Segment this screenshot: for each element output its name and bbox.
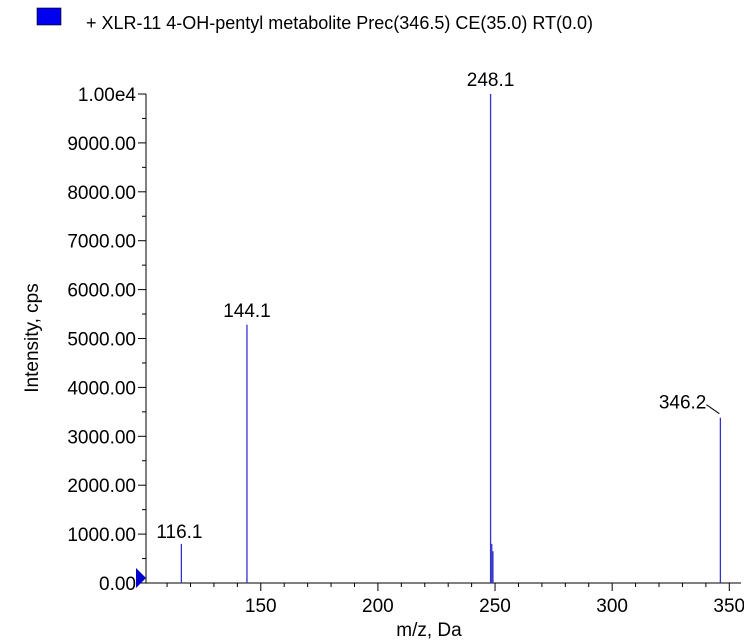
y-tick-label: 7000.00 xyxy=(67,232,136,253)
y-axis-title: Intensity, cps xyxy=(22,283,43,392)
y-tick-label: 1.00e4 xyxy=(78,85,137,106)
legend: + XLR-11 4-OH-pentyl metabolite Prec(346… xyxy=(36,7,593,33)
y-tick-label: 5000.00 xyxy=(67,330,136,351)
x-tick-label: 200 xyxy=(362,596,394,617)
y-tick-label: 9000.00 xyxy=(67,134,136,155)
y-tick-label: 6000.00 xyxy=(67,281,136,302)
x-axis: 150 200 250 300 350 xyxy=(146,582,744,617)
axis-origin-marker[interactable] xyxy=(136,568,146,588)
x-axis-title: m/z, Da xyxy=(396,620,462,640)
x-tick-label: 300 xyxy=(596,596,628,617)
x-tick-label: 250 xyxy=(479,596,511,617)
y-tick-label: 4000.00 xyxy=(67,378,136,399)
peaks: 116.1 144.1 248.1 346.2 xyxy=(156,70,722,583)
x-tick-label: 350 xyxy=(713,596,744,617)
legend-label: + XLR-11 4-OH-pentyl metabolite Prec(346… xyxy=(86,13,593,33)
y-tick-label: 8000.00 xyxy=(67,183,136,204)
peak-label: 346.2 xyxy=(659,393,707,414)
y-axis: 0.00 1000.00 2000.00 3000.00 4000.00 5000.00 6… xyxy=(67,85,147,595)
peak-label: 144.1 xyxy=(223,301,271,322)
peak-label: 248.1 xyxy=(467,70,515,91)
y-tick-label: 0.00 xyxy=(99,574,136,595)
y-tick-label: 1000.00 xyxy=(67,525,136,546)
y-tick-label: 2000.00 xyxy=(67,476,136,497)
x-tick-label: 150 xyxy=(245,596,277,617)
peak-label-leader xyxy=(706,404,720,415)
y-tick-label: 3000.00 xyxy=(67,427,136,448)
peak-label: 116.1 xyxy=(156,522,202,543)
legend-swatch xyxy=(36,7,62,26)
